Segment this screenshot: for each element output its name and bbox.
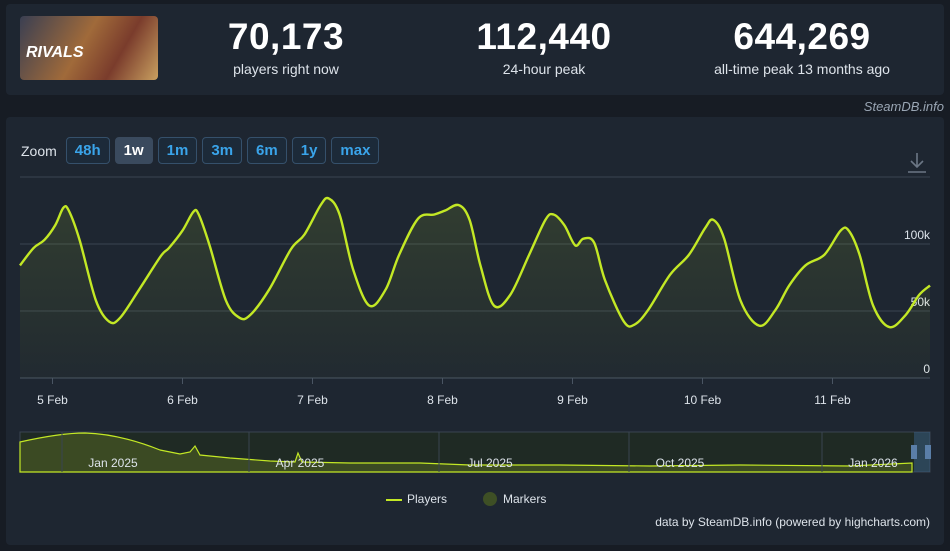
- x-tick-label: 9 Feb: [557, 393, 588, 407]
- zoom-button[interactable]: 48h: [65, 137, 110, 164]
- navigator-window[interactable]: [914, 432, 930, 472]
- stat: 70,173 players right now: [156, 16, 416, 77]
- zoom-button[interactable]: 1w: [114, 137, 153, 164]
- navigator-label: Jan 2026: [848, 456, 898, 470]
- x-tick-label: 10 Feb: [684, 393, 722, 407]
- stat-label: all-time peak 13 months ago: [714, 61, 890, 77]
- game-logo: RIVALS: [20, 16, 158, 80]
- zoom-label: Zoom: [21, 142, 57, 159]
- stat: 112,440 24-hour peak: [414, 16, 674, 77]
- navigator-label: Jul 2025: [467, 456, 513, 470]
- stat-value: 112,440: [476, 16, 612, 57]
- series-area: [20, 197, 930, 378]
- navigator-series: [19, 432, 913, 473]
- zoom-button[interactable]: 1y: [291, 137, 327, 164]
- stat-value: 70,173: [227, 16, 345, 57]
- legend-label: Players: [407, 492, 447, 506]
- y-tick-label: 100k: [904, 228, 931, 242]
- stat-value: 644,269: [733, 16, 871, 57]
- zoom-button[interactable]: max: [331, 137, 380, 164]
- header: [6, 4, 944, 95]
- stat-label: 24-hour peak: [502, 61, 586, 77]
- zoom-button[interactable]: 1m: [157, 137, 198, 164]
- legend-label: Markers: [503, 492, 546, 506]
- x-tick-label: 8 Feb: [427, 393, 458, 407]
- navigator-handle[interactable]: [925, 445, 931, 459]
- legend-swatch: [483, 492, 497, 506]
- x-tick-label: 6 Feb: [167, 393, 198, 407]
- stat-label: players right now: [233, 61, 339, 77]
- watermark: SteamDB.info: [863, 99, 944, 114]
- x-tick-label: 7 Feb: [297, 393, 328, 407]
- series-line: [19, 196, 931, 329]
- download-icon[interactable]: [908, 153, 926, 173]
- navigator-label: Apr 2025: [276, 456, 325, 470]
- zoom-button[interactable]: 3m: [202, 137, 243, 164]
- x-tick-label: 11 Feb: [814, 393, 851, 407]
- zoom-button[interactable]: 6m: [247, 137, 287, 164]
- zoom-bar: Zoom 48h 1w 1m 3m 6m 1y max: [21, 137, 380, 164]
- logo-text: RIVALS: [26, 44, 84, 61]
- navigator-label: Jan 2025: [88, 456, 138, 470]
- x-tick-label: 5 Feb: [37, 393, 68, 407]
- navigator-handle[interactable]: [911, 445, 917, 459]
- stat: 644,269 all-time peak 13 months ago: [672, 16, 932, 77]
- credit: data by SteamDB.info (powered by highcha…: [655, 515, 930, 529]
- navigator-label: Oct 2025: [656, 456, 705, 470]
